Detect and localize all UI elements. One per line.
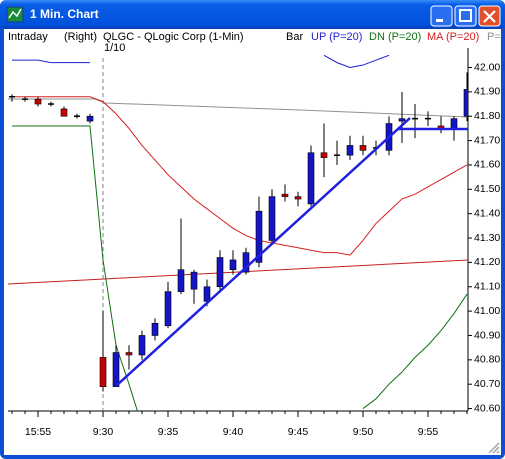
y-tick-label: 41.60 [474,159,500,171]
y-tick-label: 40.80 [474,354,500,366]
candle-body [34,98,42,105]
size-grip[interactable] [488,442,500,454]
indicator-line [12,54,390,69]
candle-body [294,196,302,200]
y-tick-label: 40.60 [474,402,500,414]
candle-body [255,210,263,263]
legend-entry: DN (P=20) [369,31,421,43]
legend-entry: UP (P=20) [311,31,362,43]
x-tick-label: 9:30 [93,426,114,438]
y-tick-label: 40.70 [474,378,500,390]
y-tick-label: 41.40 [474,207,500,219]
long-average-line [8,259,468,285]
y-tick-label: 41.70 [474,134,500,146]
close-button[interactable] [478,5,501,27]
candle-body [216,257,224,288]
candle-body [242,252,250,273]
header-mode: Intraday [8,31,48,43]
candle-body [346,145,354,156]
candle-body [99,357,107,387]
y-tick-label: 42.00 [474,61,500,73]
overlay-layer [12,54,468,411]
candle-body [164,291,172,327]
y-tick-label: 41.30 [474,232,500,244]
y-tick-label: 41.20 [474,256,500,268]
y-tick-label: 41.50 [474,183,500,195]
candle-body [463,89,468,117]
maximize-button[interactable] [454,5,477,27]
x-tick-label: 15:55 [25,426,51,438]
candle-body [320,152,328,158]
date-annotation: 1/10 [104,42,125,54]
candle-body [138,335,146,356]
candle-body [151,322,159,336]
header-bar-label: Bar [286,31,303,43]
candle-body [229,259,237,270]
y-tick-label: 41.00 [474,305,500,317]
candle-body [125,352,133,356]
candle-body [203,286,211,302]
candle-layer [9,72,468,392]
header-extra: P=20 [487,31,505,43]
header-symbol: QLGC - QLogic Corp (1-Min) [103,31,244,43]
y-tick-label: 41.10 [474,281,500,293]
candle-body [112,352,120,387]
minimize-button[interactable] [430,5,453,27]
window-icon-glyph [8,8,22,19]
candle-body [450,118,458,129]
trend-line [115,117,411,387]
x-tick-label: 9:50 [353,426,374,438]
legend-entry: MA (P=20) [427,31,479,43]
x-tick-label: 9:55 [418,426,439,438]
candle-body [86,115,94,122]
candle-body [307,152,315,205]
candle-body [60,108,68,117]
title-bar [0,0,505,29]
candle-body [281,193,289,197]
candle-body [359,145,367,151]
y-tick-label: 41.90 [474,86,500,98]
client-area [4,29,501,455]
x-tick-label: 9:45 [288,426,309,438]
header-side: (Right) [64,31,97,43]
y-tick-label: 40.90 [474,329,500,341]
window-title: 1 Min. Chart [30,7,99,21]
candle-body [177,269,185,292]
y-tick-label: 41.80 [474,110,500,122]
indicator-line [12,125,468,411]
candle-body [268,196,276,241]
x-tick-label: 9:40 [223,426,244,438]
indicator-line [12,96,468,256]
x-tick-label: 9:35 [158,426,179,438]
candle-body [190,271,198,290]
candle-body [398,118,406,122]
